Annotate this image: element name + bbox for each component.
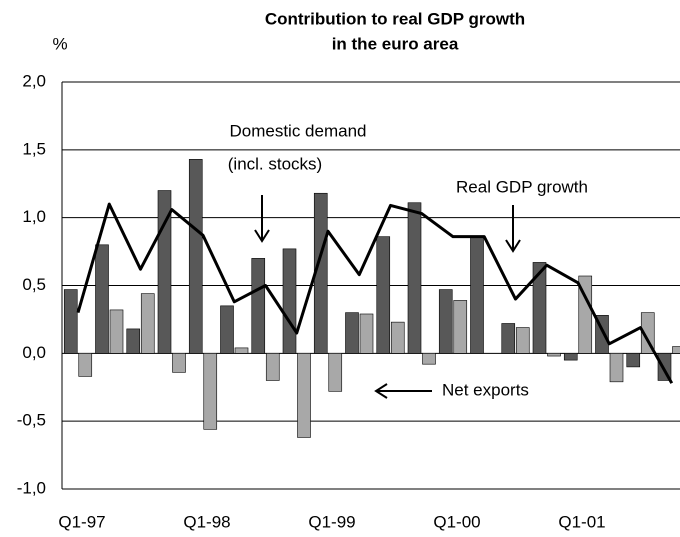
bar — [140, 293, 155, 354]
bar — [626, 353, 641, 368]
annotation: Domestic demand — [229, 121, 366, 140]
bar — [609, 353, 624, 383]
annotation: Real GDP growth — [456, 177, 588, 196]
bar — [672, 346, 680, 354]
bar — [203, 353, 218, 430]
plot-area — [63, 159, 680, 438]
bar — [532, 262, 547, 354]
y-tick-label: 2,0 — [22, 71, 46, 90]
y-axis-label: % — [52, 34, 67, 53]
bar — [407, 202, 422, 354]
bar — [547, 353, 561, 357]
bar — [328, 353, 343, 392]
bar — [63, 289, 78, 354]
bar — [501, 323, 516, 354]
arrow — [254, 195, 270, 243]
bar — [188, 159, 203, 354]
bar — [453, 300, 468, 354]
y-tick-label: -1,0 — [17, 478, 46, 497]
bar — [78, 353, 93, 377]
x-tick-label: Q1-99 — [308, 512, 355, 531]
chart-title: Contribution to real GDP growth — [265, 9, 525, 28]
y-tick-label: 1,0 — [22, 207, 46, 226]
bar — [438, 289, 453, 354]
bar — [297, 353, 311, 438]
bar — [359, 313, 374, 354]
annotation: Net exports — [442, 380, 529, 399]
bar — [515, 327, 530, 354]
arrow — [374, 383, 432, 399]
bar — [126, 328, 141, 354]
line — [76, 202, 674, 384]
x-tick-label: Q1-98 — [183, 512, 230, 531]
chart-title: in the euro area — [332, 34, 459, 53]
y-tick-label: 0,0 — [22, 343, 46, 362]
bar — [390, 321, 405, 354]
bar — [422, 353, 436, 365]
arrow — [505, 205, 521, 253]
annotation: (incl. stocks) — [228, 154, 322, 173]
bar — [265, 353, 280, 381]
bar — [234, 347, 249, 354]
bar — [220, 305, 234, 354]
bar — [345, 312, 359, 354]
bar — [563, 353, 578, 361]
y-tick-label: -0,5 — [17, 411, 46, 430]
bar — [578, 275, 593, 354]
bar — [282, 248, 297, 354]
x-tick-label: Q1-00 — [433, 512, 480, 531]
bar — [640, 312, 655, 354]
bar — [470, 236, 484, 354]
bar — [172, 353, 186, 373]
bar — [376, 236, 391, 354]
y-tick-label: 1,5 — [22, 139, 46, 158]
x-tick-label: Q1-97 — [58, 512, 105, 531]
bar — [251, 258, 266, 354]
y-tick-label: 0,5 — [22, 275, 46, 294]
bar — [95, 244, 109, 354]
bar — [109, 309, 124, 354]
x-tick-label: Q1-01 — [558, 512, 605, 531]
